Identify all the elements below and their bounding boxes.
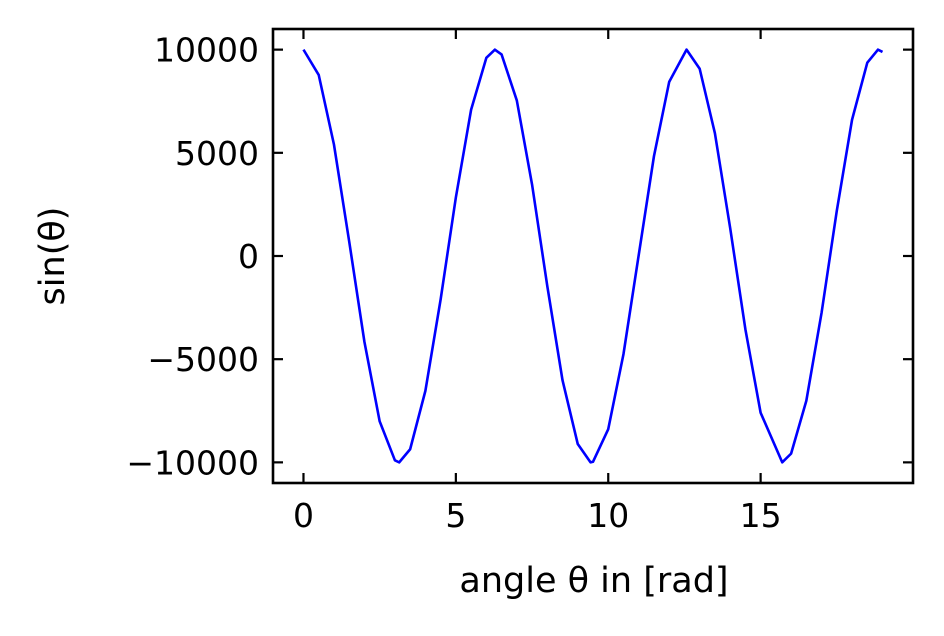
- x-axis-label: angle θ in [rad]: [459, 561, 728, 601]
- series-line: [302, 48, 884, 464]
- y-tick-label: 5000: [175, 134, 259, 173]
- plot-area: [271, 27, 915, 485]
- y-axis-label: sin(θ): [33, 207, 73, 306]
- x-tick-label: 10: [587, 496, 629, 535]
- plot-frame: [271, 27, 915, 485]
- x-tick-label: 15: [740, 496, 782, 535]
- x-tick-label: 5: [445, 496, 466, 535]
- y-tick-label: −10000: [126, 443, 259, 482]
- x-tick-label: 0: [293, 496, 314, 535]
- y-tick-label: 0: [238, 237, 259, 276]
- x-axis-ticks: 0 5 10 15: [293, 29, 782, 535]
- y-tick-label: 10000: [154, 31, 259, 70]
- y-tick-label: −5000: [147, 340, 259, 379]
- y-axis-ticks: 10000 5000 0 −5000 −10000: [126, 31, 913, 482]
